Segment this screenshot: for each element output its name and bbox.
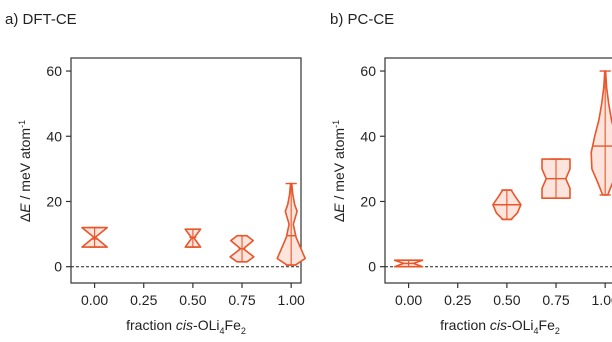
- y-tick-label: 60: [360, 63, 376, 79]
- y-axis-label: ΔE / meV atom-1: [331, 120, 347, 222]
- plot-frame: [70, 57, 302, 284]
- y-tick-label: 0: [368, 259, 376, 275]
- x-tick-label: 0.75: [228, 292, 255, 308]
- panel-dft-ce: a) DFT-CE 0.00 0.25 0.50 0.75 1.00 0 20 40 60 ΔE…: [5, 11, 306, 336]
- x-tick-label: 0.25: [444, 292, 471, 308]
- y-tick-label: 20: [46, 193, 62, 209]
- x-tick-label: 1.00: [592, 292, 612, 308]
- axis-ticks: 0.00 0.25 0.50 0.75 1.00 0 20 40 60: [46, 63, 305, 308]
- panel-title: a) DFT-CE: [5, 11, 77, 28]
- x-tick-label: 0.25: [130, 292, 157, 308]
- y-tick-label: 20: [360, 193, 376, 209]
- x-tick-label: 0.00: [81, 292, 108, 308]
- x-tick-label: 0.75: [542, 292, 569, 308]
- x-tick-label: 1.00: [278, 292, 305, 308]
- x-tick-label: 0.00: [395, 292, 422, 308]
- y-tick-label: 40: [360, 128, 376, 144]
- plot-frame: [384, 57, 612, 284]
- x-tick-label: 0.50: [493, 292, 520, 308]
- x-axis-label: fraction cis-OLi4Fe2: [126, 317, 246, 336]
- x-tick-label: 0.50: [179, 292, 206, 308]
- axis-ticks: 0.00 0.25 0.50 0.75 1.00 0 20 40 60: [360, 63, 612, 308]
- y-tick-label: 0: [54, 259, 62, 275]
- panel-title: b) PC-CE: [330, 11, 394, 28]
- panel-pc-ce: b) PC-CE 0.00 0.25 0.50 0.75 1.00 0 20 40 60 ΔE …: [330, 11, 612, 336]
- y-axis-label: ΔE / meV atom-1: [17, 120, 33, 222]
- violin-group: [393, 70, 612, 268]
- x-axis-label: fraction cis-OLi4Fe2: [440, 317, 560, 336]
- y-tick-label: 60: [46, 63, 62, 79]
- violin-group: [81, 182, 306, 266]
- violin-body: [590, 70, 612, 196]
- y-tick-label: 40: [46, 128, 62, 144]
